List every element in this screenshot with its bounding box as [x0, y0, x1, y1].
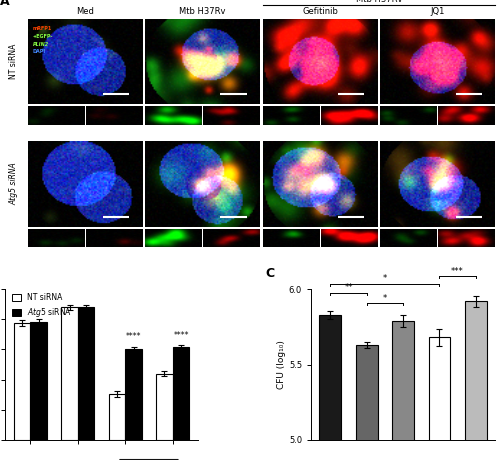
Bar — [108, 394, 125, 440]
Text: **: ** — [344, 283, 353, 292]
Text: A: A — [0, 0, 10, 8]
Bar — [61, 307, 78, 440]
Text: C: C — [265, 267, 274, 280]
Bar — [356, 345, 378, 463]
Text: JQ1: JQ1 — [430, 7, 445, 16]
Legend: NT siRNA, $Atg5$ siRNA: NT siRNA, $Atg5$ siRNA — [9, 290, 75, 322]
Bar — [30, 322, 47, 440]
Y-axis label: CFU (log₁₀): CFU (log₁₀) — [277, 340, 286, 389]
Bar — [392, 321, 414, 463]
Bar — [465, 301, 486, 463]
Text: mRFP1: mRFP1 — [32, 26, 52, 31]
Bar — [172, 347, 190, 440]
Bar — [125, 350, 142, 440]
Text: Atg5 siRNA: Atg5 siRNA — [10, 163, 18, 206]
Bar — [320, 315, 342, 463]
Text: NT siRNA: NT siRNA — [10, 44, 18, 79]
Text: Mtb H37Rv: Mtb H37Rv — [179, 7, 226, 16]
Bar — [156, 374, 172, 440]
Bar — [14, 323, 30, 440]
Bar — [78, 307, 94, 440]
Text: ****: **** — [173, 331, 188, 340]
Bar — [428, 338, 450, 463]
Text: *: * — [383, 274, 387, 283]
Text: Med: Med — [76, 7, 94, 16]
Text: PLIN2: PLIN2 — [32, 42, 48, 47]
Text: ***: *** — [451, 267, 464, 276]
Text: DAPI: DAPI — [32, 50, 46, 55]
Text: ****: **** — [126, 332, 142, 342]
Text: Gefitinib: Gefitinib — [302, 7, 338, 16]
Text: *: * — [383, 294, 387, 303]
Text: +EGFP-: +EGFP- — [32, 34, 53, 38]
Text: Mtb H37Rv: Mtb H37Rv — [356, 0, 402, 4]
